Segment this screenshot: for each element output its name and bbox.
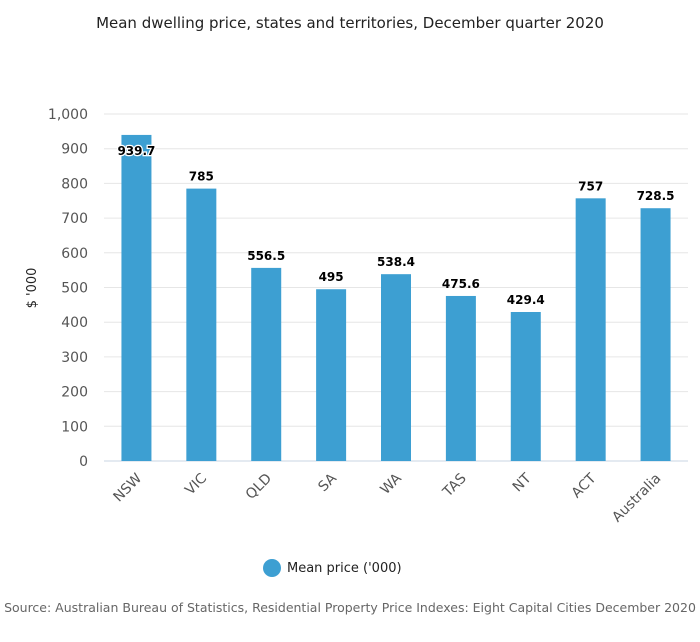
data-label: 757 — [578, 179, 603, 193]
data-label: 785 — [189, 170, 214, 184]
x-tick-label: TAS — [439, 470, 469, 500]
y-tick-label: 400 — [61, 315, 88, 331]
bar — [121, 134, 152, 461]
legend[interactable]: Mean price ('000) — [263, 559, 402, 577]
y-tick-label: 100 — [61, 419, 88, 435]
bar — [381, 274, 411, 461]
y-tick-label: 800 — [61, 176, 88, 192]
x-tick-label: WA — [377, 470, 405, 498]
bar — [316, 289, 347, 461]
x-tick-label: ACT — [569, 470, 600, 501]
x-tick-label: SA — [315, 470, 340, 495]
data-label: 495 — [319, 270, 344, 284]
legend-label: Mean price ('000) — [287, 560, 402, 576]
bar — [640, 208, 671, 461]
bar — [445, 295, 476, 461]
y-tick-label: 0 — [79, 454, 88, 470]
source-note: Source: Australian Bureau of Statistics,… — [4, 600, 696, 615]
data-label: 429.4 — [507, 293, 545, 307]
chart-title: Mean dwelling price, states and territor… — [96, 14, 604, 32]
x-tick-label: VIC — [182, 470, 210, 498]
x-tick-label: NSW — [110, 470, 145, 505]
data-label: 538.4 — [377, 255, 415, 269]
data-label: 556.5 — [247, 249, 285, 263]
data-label: 939.7 — [117, 144, 155, 158]
x-tick-label: Australia — [609, 471, 664, 526]
y-tick-label: 1,000 — [48, 107, 88, 123]
x-tick-label: QLD — [243, 471, 275, 503]
y-axis-label: $ '000 — [25, 268, 40, 309]
bar — [251, 267, 282, 461]
bar — [186, 188, 217, 462]
bar-chart: 0 100 200 300 400 500 600 700 800 900 1,000 939.7 N… — [25, 107, 688, 526]
y-tick-label: 900 — [61, 142, 88, 158]
x-tick-label: NT — [510, 470, 535, 495]
legend-marker — [263, 559, 281, 577]
y-tick-label: 600 — [61, 246, 88, 262]
data-label: 728.5 — [637, 189, 675, 203]
bar — [575, 198, 606, 462]
y-tick-label: 500 — [61, 281, 88, 297]
bar — [510, 311, 541, 461]
y-tick-label: 200 — [61, 385, 88, 401]
y-tick-label: 700 — [61, 211, 88, 227]
data-label: 475.6 — [442, 277, 480, 291]
y-tick-label: 300 — [61, 350, 88, 366]
